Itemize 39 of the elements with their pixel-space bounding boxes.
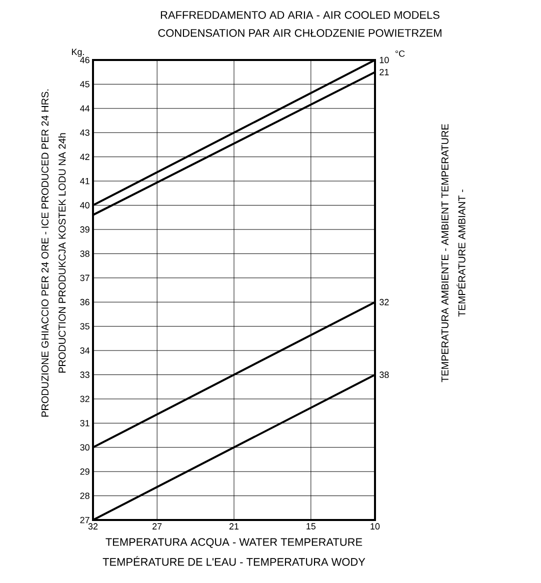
y-tick-label: 33 <box>80 372 90 378</box>
chart-title: RAFFREDDAMENTO AD ARIA - AIR COOLED MODELS <box>160 11 440 19</box>
y-tick-label: 30 <box>80 444 90 451</box>
y-tick-label: 31 <box>80 420 90 426</box>
text: TEMPÉRATURE AMBIANT - <box>456 190 466 317</box>
y-tick-label: 37 <box>80 274 90 282</box>
text: TEMPERATURA AMBIENTE - AMBIENT TEMPERATURE <box>442 124 448 382</box>
y-tick-label: 39 <box>80 226 90 233</box>
x-axis-title: TEMPERATURA ACQUA - WATER TEMPERATURE <box>106 538 362 548</box>
y-tick-label: 43 <box>80 129 90 136</box>
y-tick-label: 38 <box>80 250 90 257</box>
x-tick-label: 15 <box>306 523 316 530</box>
x-tick-label: 27 <box>152 523 162 530</box>
y-tick-label: 32 <box>80 396 90 402</box>
y-tick-label: 41 <box>80 178 90 184</box>
y-tick-label: 34 <box>80 347 90 354</box>
text: Kg. <box>72 48 84 57</box>
y-tick-label: 40 <box>80 202 90 208</box>
y-tick-label: 46 <box>80 56 90 64</box>
y-tick-label: 36 <box>80 298 90 306</box>
x-tick-label: 32 <box>88 523 98 530</box>
series-label: 10 <box>380 56 389 64</box>
series-label: 38 <box>380 372 389 378</box>
text: °C <box>396 50 405 57</box>
y-tick-label: 45 <box>80 81 90 88</box>
chart-subtitle: CONDENSATION PAR AIR CHŁODZENIE POWIETRZEM <box>158 29 442 37</box>
y-tick-label: 27 <box>80 516 90 524</box>
text: PRODUCTION PRODUKCJA KOSTEK LODU NA 24h <box>58 133 66 373</box>
y-axis-title: PRODUZIONE GHIACCIO PER 24 ORE - ICE PRODUCED PER 24 HRS. <box>41 90 49 417</box>
series-label: 21 <box>380 68 389 76</box>
series-label: 32 <box>380 298 389 306</box>
y-tick-label: 29 <box>80 468 90 475</box>
y-tick-label: 28 <box>80 492 90 499</box>
y-tick-label: 44 <box>80 105 90 112</box>
y-tick-label: 35 <box>80 323 90 330</box>
text: TEMPÉRATURE DE L'EAU - TEMPERATURA WODY <box>102 556 366 566</box>
y-tick-label: 42 <box>80 154 90 160</box>
x-tick-label: 21 <box>229 523 239 530</box>
x-tick-label: 10 <box>370 523 380 530</box>
